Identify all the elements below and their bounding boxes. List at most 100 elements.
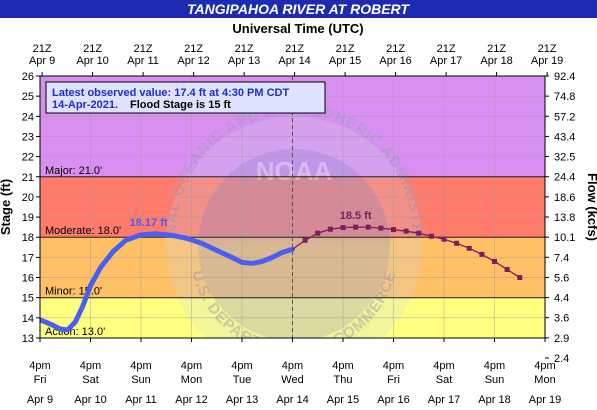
right-tick-label-3: 4.4 [554,293,569,305]
top-tick-label-b-10: Apr 19 [531,55,563,67]
top-tick-label-a-1: 21Z [83,43,102,55]
bottom-time-0: 4pm [29,360,50,372]
top-tick-label-b-2: Apr 11 [127,55,159,67]
right-tick-label-8: 18.6 [554,192,575,204]
left-tick-label-14: 14 [22,313,34,325]
top-tick-label-b-5: Apr 14 [278,55,310,67]
bottom-date-6: Apr 15 [327,394,359,406]
top-tick-label-a-8: 21Z [437,43,456,55]
bottom-date-8: Apr 17 [428,394,460,406]
top-tick-label-a-2: 21Z [134,43,153,55]
bottom-day-5: Wed [281,374,303,386]
top-tick-label-b-1: Apr 10 [76,55,108,67]
bottom-day-3: Mon [181,374,202,386]
forecast-point-1 [302,237,308,243]
bottom-time-10: 4pm [534,360,555,372]
forecast-point-7 [378,225,384,231]
top-tick-label-a-4: 21Z [235,43,254,55]
top-tick-label-a-5: 21Z [285,43,304,55]
left-tick-label-24: 24 [22,111,34,123]
left-tick-label-13: 13 [22,333,34,345]
watermark-center-text: NOAA [256,156,333,186]
forecast-point-18 [517,275,523,281]
top-tick-label-b-4: Apr 13 [228,55,260,67]
forecast-point-12 [441,236,447,242]
forecast-point-16 [492,258,497,264]
top-tick-label-b-6: Apr 15 [329,55,361,67]
forecast-point-13 [454,240,460,246]
forecast-point-2 [315,230,321,236]
bottom-date-7: Apr 16 [377,394,409,406]
bottom-date-2: Apr 11 [125,394,157,406]
right-tick-label-7: 13.8 [554,212,575,224]
left-tick-label-22: 22 [22,152,34,164]
right-tick-label-1: 2.9 [554,333,569,345]
top-tick-label-b-3: Apr 12 [177,55,209,67]
bottom-time-2: 4pm [130,360,151,372]
bottom-date-4: Apr 13 [226,394,258,406]
top-axis-title: Universal Time (UTC) [232,21,363,36]
bottom-day-10: Mon [534,374,555,386]
peak-annotations: 18.17 ft 18.5 ft [130,210,372,229]
top-tick-label-a-3: 21Z [184,43,203,55]
forecast-point-17 [504,266,510,272]
bottom-day-8: Sat [436,374,453,386]
bottom-day-0: Fri [34,374,47,386]
label-moderate: Moderate: 18.0' [45,225,121,237]
right-tick-label-10: 32.5 [554,152,575,164]
peak-label-1: 18.5 ft [340,210,372,222]
right-tick-label-0: 2.4 [554,353,569,365]
left-tick-label-20: 20 [22,192,34,204]
observed-line [40,231,295,333]
right-tick-label-12: 57.2 [554,111,575,123]
right-tick-label-13: 74.8 [554,91,575,103]
latest-observation-box: Latest observed value: 17.4 ft at 4:30 P… [45,81,326,114]
right-axis-title: Flow (kcfs) [585,173,597,241]
forecast-point-14 [466,245,472,251]
forecast-series [292,224,523,281]
right-tick-label-14: 92.4 [554,71,575,83]
left-tick-label-15: 15 [22,293,34,305]
left-tick-label-26: 26 [22,71,34,83]
bottom-day-4: Tue [233,374,252,386]
bottom-date-10: Apr 19 [529,394,561,406]
forecast-point-11 [428,233,434,239]
top-tick-label-a-0: 21Z [33,43,52,55]
forecast-point-4 [340,225,346,231]
bottom-date-1: Apr 10 [74,394,106,406]
left-tick-label-21: 21 [22,172,34,184]
top-tick-label-a-10: 21Z [538,43,557,55]
left-tick-label-16: 16 [22,273,34,285]
right-tick-label-4: 5.6 [554,272,569,284]
bottom-date-9: Apr 18 [478,394,510,406]
right-tick-label-5: 7.4 [554,252,569,264]
forecast-point-10 [416,230,422,236]
bottom-date-0: Apr 9 [27,394,53,406]
bottom-date-3: Apr 12 [175,394,207,406]
bottom-time-9: 4pm [484,360,505,372]
right-tick-label-11: 43.4 [554,131,575,143]
bottom-time-4: 4pm [231,360,252,372]
left-tick-label-19: 19 [22,212,34,224]
left-tick-label-25: 25 [22,91,34,103]
label-major: Major: 21.0' [45,165,102,177]
bottom-time-7: 4pm [383,360,404,372]
top-tick-label-a-7: 21Z [386,43,405,55]
left-tick-label-18: 18 [22,232,34,244]
top-tick-label-b-9: Apr 18 [480,55,512,67]
bottom-date-5: Apr 14 [276,394,308,406]
forecast-point-8 [391,227,396,233]
right-tick-label-2: 3.6 [554,313,569,325]
bottom-day-6: Thu [334,374,353,386]
left-tick-label-23: 23 [22,131,34,143]
top-tick-label-b-0: Apr 9 [29,55,55,67]
right-tick-label-6: 10.1 [554,232,575,244]
forecast-point-5 [353,224,359,230]
chart-title: TANGIPAHOA RIVER AT ROBERT [187,1,410,17]
forecast-point-6 [365,224,371,230]
peak-label-0: 18.17 ft [130,217,168,229]
forecast-point-15 [479,251,485,257]
bottom-time-1: 4pm [80,360,101,372]
